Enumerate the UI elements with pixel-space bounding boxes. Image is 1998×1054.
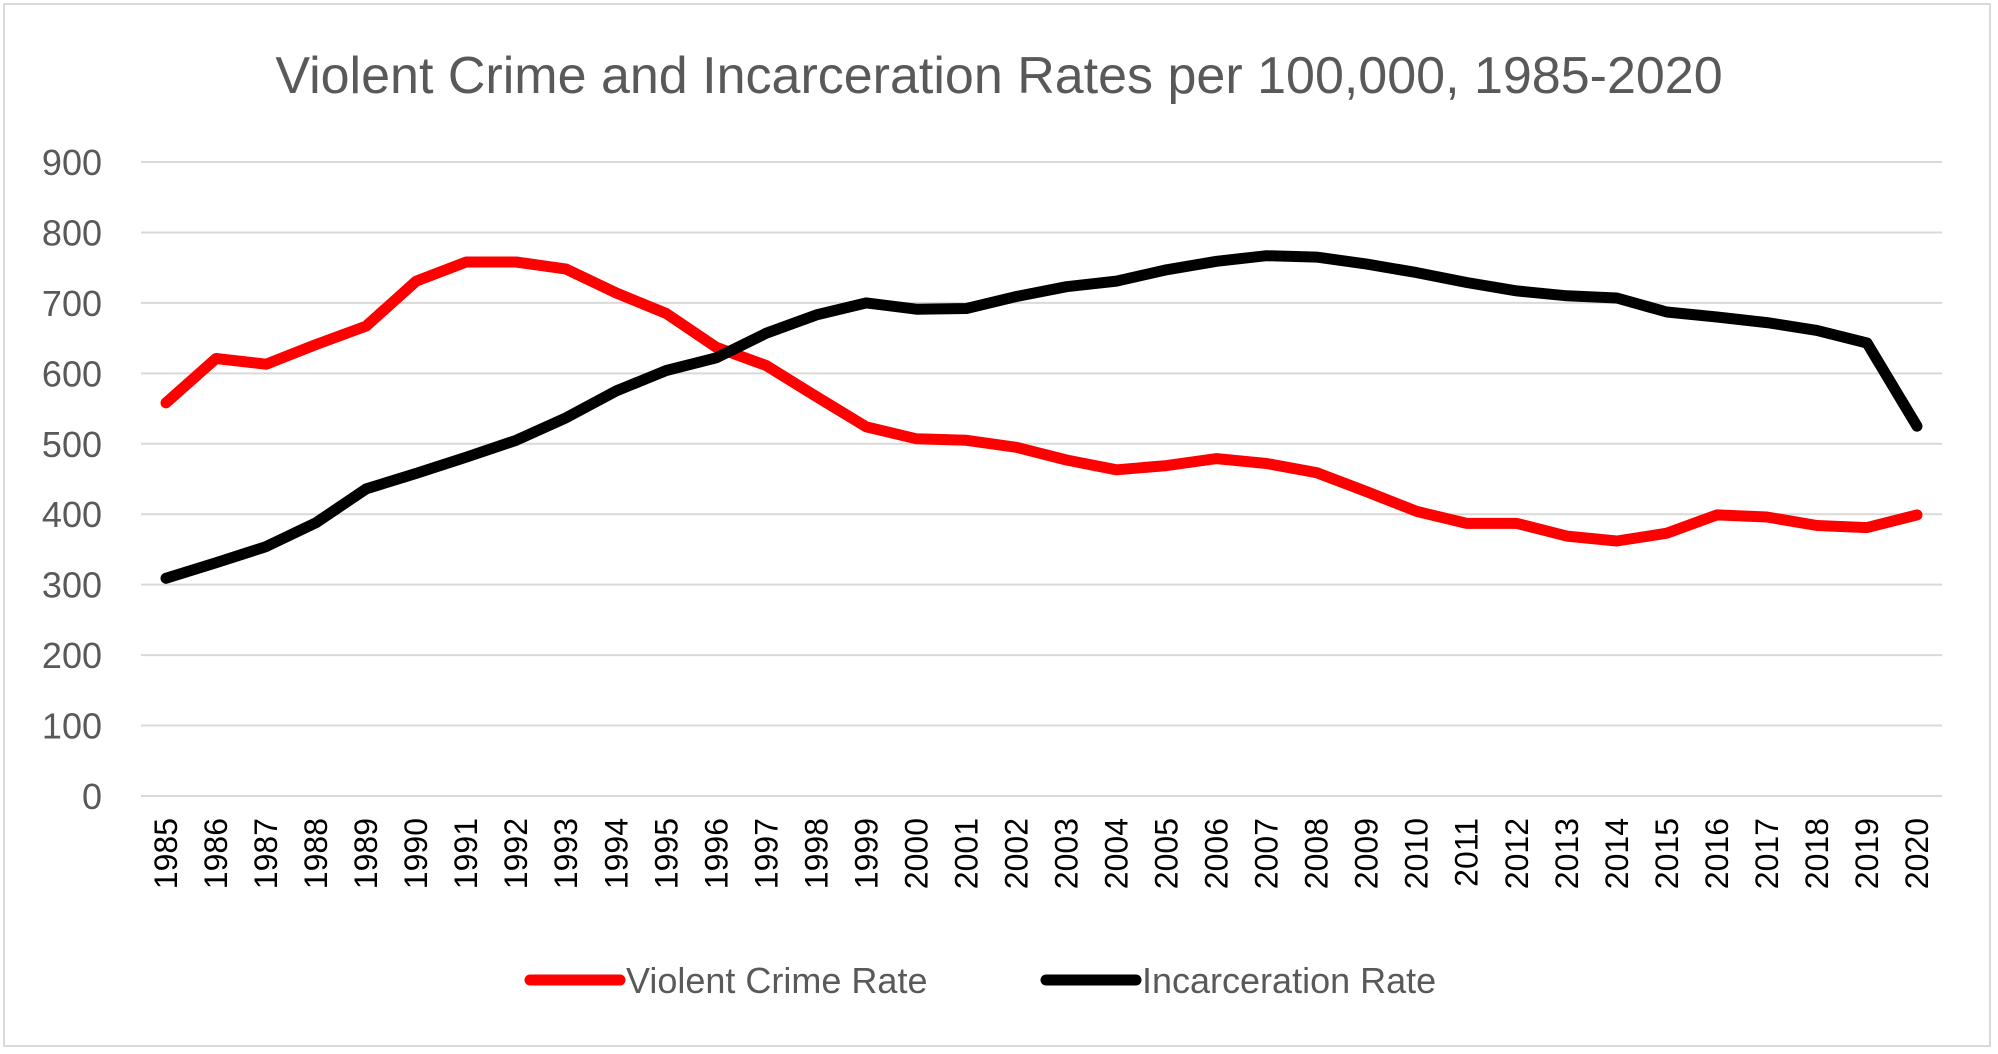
series-line-0 [160, 256, 1923, 547]
x-tick-label: 1992 [498, 818, 534, 889]
y-tick-label: 100 [42, 706, 102, 747]
x-tick-label: 2007 [1249, 818, 1285, 889]
x-tick-label: 2016 [1699, 818, 1735, 889]
x-tick-label: 1991 [448, 818, 484, 889]
legend-label: Incarceration Rate [1142, 960, 1436, 1001]
x-tick-label: 1995 [648, 818, 684, 889]
x-tick-label: 1987 [248, 818, 284, 889]
y-tick-label: 500 [42, 424, 102, 465]
x-tick-label: 2006 [1199, 818, 1235, 889]
x-axis-ticks: 1985 1986 1987 1988 1989 1990 1991 1992 1993 1994… [148, 818, 1935, 889]
x-tick-label: 1996 [698, 818, 734, 889]
x-tick-label: 2017 [1749, 818, 1785, 889]
x-tick-label: 1997 [748, 818, 784, 889]
y-tick-label: 400 [42, 494, 102, 535]
x-tick-label: 2012 [1499, 818, 1535, 889]
series-line-1 [160, 250, 1923, 584]
x-tick-label: 2003 [1049, 818, 1085, 889]
y-tick-label: 300 [42, 565, 102, 606]
x-tick-label: 2004 [1099, 818, 1135, 889]
x-tick-label: 2008 [1299, 818, 1335, 889]
y-tick-label: 600 [42, 353, 102, 394]
x-tick-label: 1998 [798, 818, 834, 889]
legend: Violent Crime Rate Incarceration Rate [524, 960, 1436, 1001]
x-tick-label: 2010 [1399, 818, 1435, 889]
y-tick-label: 900 [42, 142, 102, 183]
x-tick-label: 2011 [1449, 818, 1485, 887]
chart-title: Violent Crime and Incarceration Rates pe… [275, 47, 1722, 105]
series-lines [160, 250, 1923, 584]
x-tick-label: 1990 [398, 818, 434, 889]
x-tick-label: 2002 [998, 818, 1034, 889]
x-tick-label: 1985 [148, 818, 184, 889]
x-tick-label: 2018 [1799, 818, 1835, 889]
x-tick-label: 2019 [1849, 818, 1885, 889]
gridlines [141, 161, 1942, 797]
y-tick-label: 700 [42, 283, 102, 324]
x-tick-label: 1999 [848, 818, 884, 889]
x-tick-label: 1986 [198, 818, 234, 889]
y-tick-label: 800 [42, 212, 102, 253]
x-tick-label: 2014 [1599, 818, 1635, 889]
legend-label: Violent Crime Rate [626, 960, 927, 1001]
x-tick-label: 1988 [298, 818, 334, 889]
x-tick-label: 2009 [1349, 818, 1385, 889]
x-tick-label: 2015 [1649, 818, 1685, 889]
x-tick-label: 1994 [598, 818, 634, 889]
y-axis-ticks: 0 100 200 300 400 500 600 700 800 900 [42, 142, 102, 817]
y-tick-label: 0 [82, 776, 102, 817]
x-tick-label: 1989 [348, 818, 384, 889]
x-tick-label: 2013 [1549, 818, 1585, 889]
chart-frame [3, 3, 1991, 1047]
y-tick-label: 200 [42, 635, 102, 676]
x-tick-label: 2001 [948, 818, 984, 889]
x-tick-label: 2000 [898, 818, 934, 889]
x-tick-label: 2005 [1149, 818, 1185, 889]
x-tick-label: 1993 [548, 818, 584, 889]
x-tick-label: 2020 [1899, 818, 1935, 889]
